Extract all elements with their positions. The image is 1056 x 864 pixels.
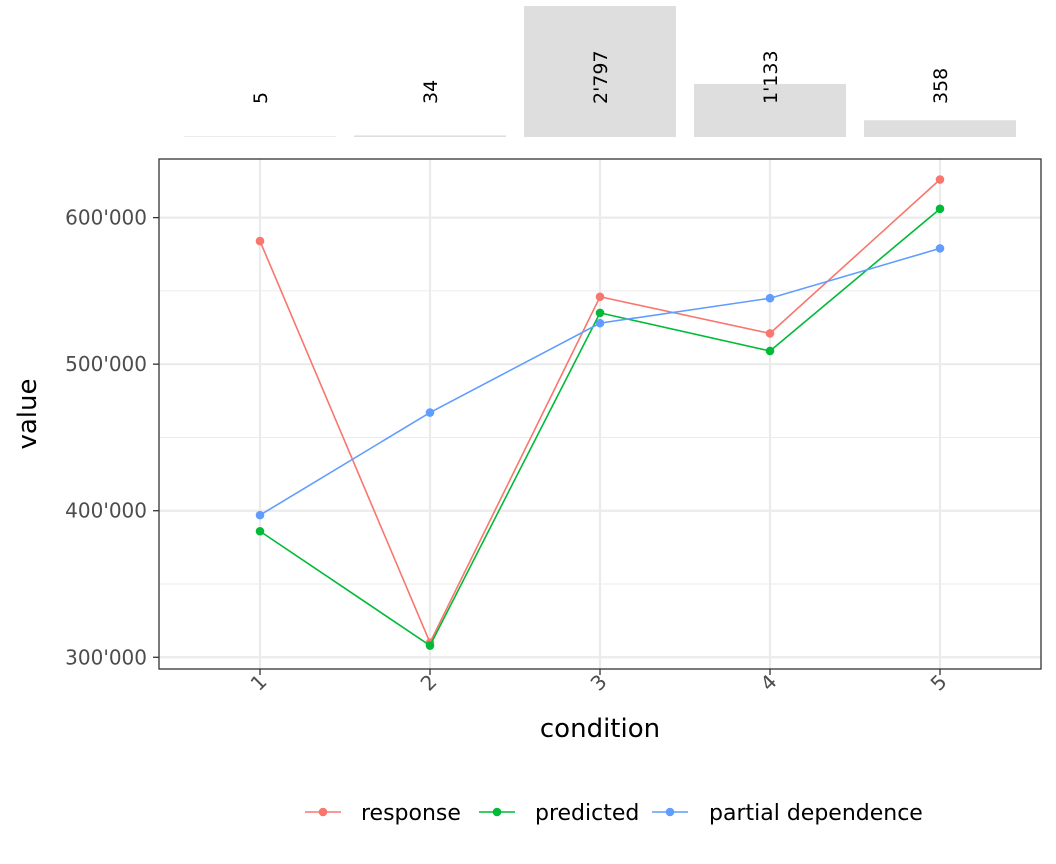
legend-key-point	[318, 807, 328, 817]
y-tick-label: 300'000	[65, 645, 147, 669]
data-point	[765, 346, 775, 356]
y-tick-label: 600'000	[65, 206, 147, 230]
data-point	[595, 318, 605, 328]
data-point	[765, 293, 775, 303]
x-tick-label: 5	[926, 670, 952, 696]
count-bar	[354, 135, 506, 137]
data-point	[935, 204, 945, 214]
legend-key-point	[492, 807, 502, 817]
count-labels: 5 34 2'797 1'133 358	[250, 50, 952, 104]
series-layer	[255, 175, 945, 650]
legend-label: partial dependence	[709, 801, 923, 826]
legend-item: partial dependence	[652, 801, 923, 826]
x-tick-label: 1	[246, 670, 272, 696]
data-point	[595, 308, 605, 318]
data-point	[935, 175, 945, 184]
count-bar	[524, 6, 676, 137]
data-point	[935, 244, 945, 253]
x-tick-label: 2	[416, 670, 442, 696]
y-tick-label: 500'000	[65, 352, 147, 376]
data-point	[255, 526, 265, 536]
data-point	[425, 408, 435, 417]
legend-item: predicted	[479, 801, 639, 826]
data-point	[255, 510, 265, 520]
count-label: 34	[420, 80, 442, 104]
y-tick-label: 400'000	[65, 499, 147, 523]
count-bar	[864, 120, 1016, 137]
legend-label: response	[361, 801, 461, 826]
count-label: 1'133	[760, 50, 782, 104]
y-axis: 300'000 400'000 500'000 600'000	[65, 206, 159, 669]
count-bars	[184, 6, 1016, 137]
legend: response predicted partial dependence	[305, 801, 923, 826]
grid-major	[159, 159, 1041, 669]
data-point	[255, 236, 265, 246]
series-predicted	[255, 204, 945, 650]
x-tick-label: 4	[756, 670, 782, 696]
legend-item: response	[305, 801, 461, 826]
count-bar	[694, 83, 846, 137]
data-point	[595, 292, 605, 302]
x-axis-title: condition	[540, 714, 660, 744]
series-partial-dependence	[255, 244, 945, 520]
count-label: 358	[930, 68, 952, 104]
legend-label: predicted	[535, 801, 639, 826]
legend-key-point	[665, 807, 675, 817]
x-axis: 1 2 3 4 5	[246, 669, 952, 696]
count-label: 2'797	[590, 50, 612, 104]
y-axis-title: value	[13, 378, 43, 449]
count-bar	[184, 136, 336, 137]
data-point	[425, 641, 435, 650]
data-point	[765, 329, 775, 338]
count-label: 5	[250, 92, 272, 104]
x-tick-label: 3	[586, 670, 612, 696]
